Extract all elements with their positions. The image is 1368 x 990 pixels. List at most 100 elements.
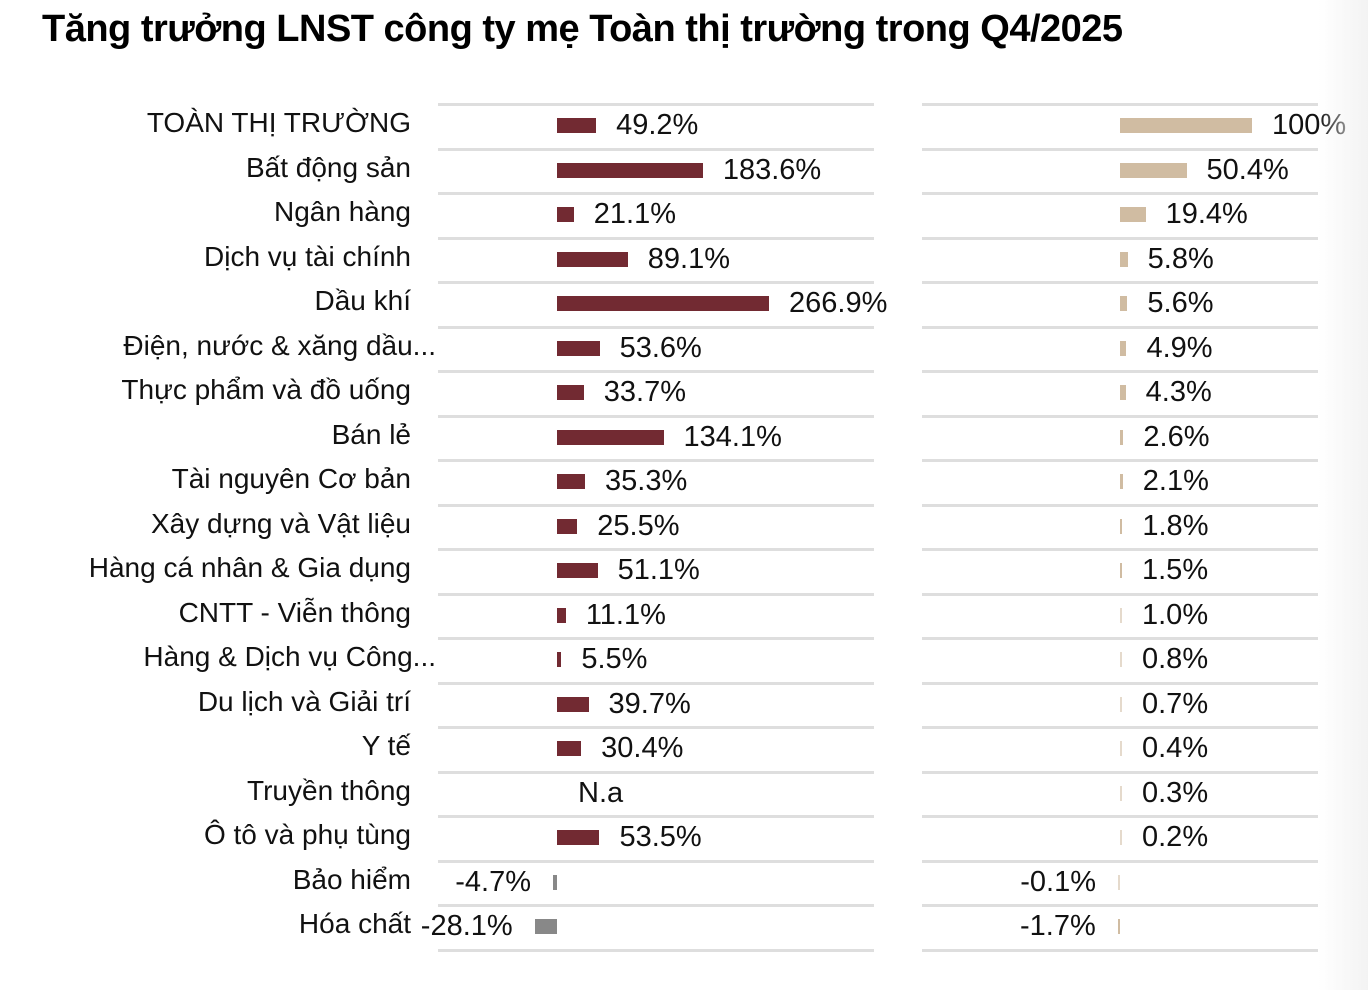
growth-value: 33.7% [603,376,686,408]
row-divider [922,103,1318,106]
growth-value: 5.5% [581,643,648,675]
category-label: Hóa chất [298,908,411,939]
row-divider [922,770,1318,774]
growth-value: 21.1% [593,198,676,230]
contribution-value: 1.0% [1142,598,1209,631]
contribution-value: 0.2% [1142,821,1209,853]
growth-bar [557,607,566,623]
growth-bar [534,919,557,934]
growth-bar [557,474,586,489]
growth-value: 53.6% [619,331,702,364]
row-divider [922,459,1318,462]
growth-value: 11.1% [585,598,666,631]
contribution-bar [1120,296,1128,311]
row-divider [922,414,1318,418]
contribution-bar [1117,919,1120,934]
row-divider [922,370,1318,373]
contribution-value: 4.9% [1146,331,1213,364]
contribution-value: 0.3% [1142,776,1209,809]
growth-value: 25.5% [597,509,680,542]
row-divider [438,904,874,907]
category-label: Tài nguyên Cơ bản [171,463,411,494]
row-divider [438,681,874,685]
row-divider [438,503,874,507]
row-divider [922,859,1318,863]
row-divider [438,370,874,373]
row-divider [922,325,1318,329]
contribution-bar [1120,563,1122,578]
chart-title: Tăng trưởng LNST công ty mẹ Toàn thị trư… [42,8,1123,50]
growth-bar [557,696,589,712]
growth-bar [557,652,562,667]
growth-value: 89.1% [647,242,730,275]
category-label: Du lịch và Giải trí [197,685,411,717]
row-divider [922,192,1318,195]
row-divider [438,592,874,596]
growth-bar [557,563,598,578]
category-label: Điện, nước & xăng dầu... [123,329,436,361]
row-divider [438,281,874,284]
row-divider [922,592,1318,596]
contribution-value: 0.7% [1142,687,1209,720]
row-divider [922,681,1318,685]
row-divider [922,726,1318,729]
row-divider [438,147,874,151]
growth-bar [557,741,582,756]
growth-value: 49.2% [616,109,699,141]
contribution-bar [1120,741,1122,756]
growth-bar [557,830,600,845]
row-divider [922,503,1318,507]
row-divider [438,325,874,329]
contribution-value: -0.1% [1020,865,1096,898]
contribution-value: 2.1% [1142,465,1209,497]
row-divider [922,815,1318,818]
category-label: Thực phẩm và đồ uống [121,374,411,405]
contribution-value: 19.4% [1165,198,1248,230]
growth-value: 183.6% [722,153,822,186]
growth-bar [557,385,584,400]
category-label: Bán lẻ [331,418,411,450]
contribution-bar [1120,518,1123,534]
contribution-value: 1.5% [1142,554,1209,586]
category-label: Bất động sản [245,151,411,183]
row-divider [438,414,874,418]
growth-value: 266.9% [789,287,888,319]
row-divider [922,904,1318,907]
contribution-bar [1120,652,1122,667]
contribution-bar [1120,207,1146,222]
growth-value: 30.4% [601,732,684,764]
contribution-value: 0.8% [1142,643,1209,675]
row-divider [438,548,874,551]
growth-bar [557,340,600,356]
growth-bar [557,251,628,267]
row-divider [438,770,874,774]
growth-value: 51.1% [617,554,700,586]
row-divider [438,637,874,640]
row-divider [438,859,874,863]
growth-value: -28.1% [420,910,513,942]
contribution-bar [1120,785,1122,801]
contribution-bar [1120,340,1127,356]
growth-value: 134.1% [683,420,782,453]
growth-bar [557,207,574,222]
row-divider [922,948,1318,952]
contribution-bar [1118,874,1120,890]
contribution-bar [1120,385,1126,400]
category-label: Hàng & Dịch vụ Công... [143,641,436,672]
category-label: Ô tô và phụ tùng [203,819,411,850]
contribution-value: 1.8% [1142,509,1209,542]
category-label: CNTT - Viễn thông [178,596,411,628]
category-label: Truyền thông [247,774,411,806]
row-divider [438,103,874,106]
growth-bar [557,118,597,133]
contribution-value: 50.4% [1206,153,1289,186]
row-divider [922,281,1318,284]
row-divider [922,147,1318,151]
growth-value: N.a [578,776,624,809]
growth-value: 53.5% [619,821,702,853]
edge-shade [1318,0,1368,990]
row-divider [438,948,874,952]
row-divider [922,637,1318,640]
contribution-value: 0.4% [1142,732,1209,764]
growth-value: -4.7% [455,865,531,898]
